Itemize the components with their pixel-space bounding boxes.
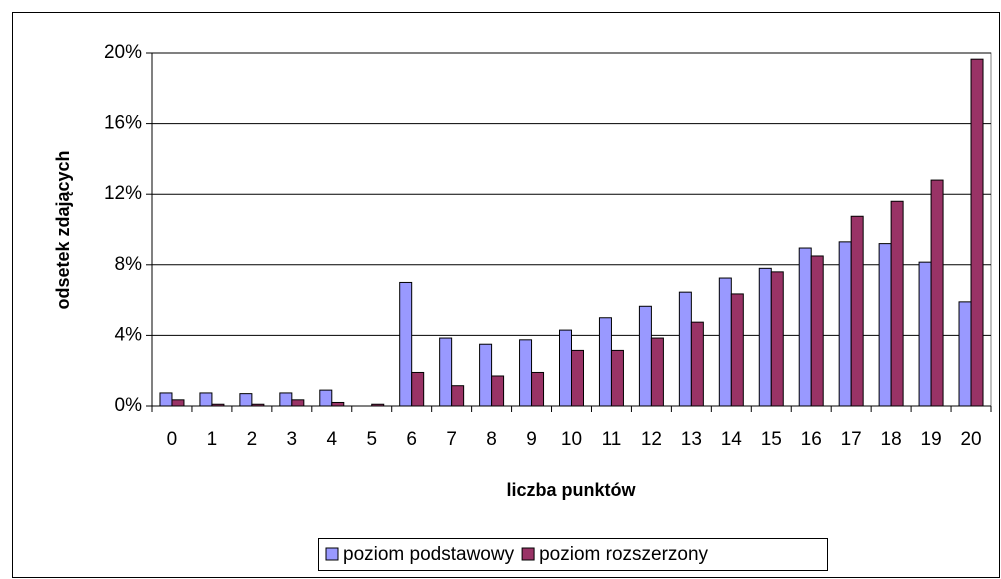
- x-tick-label: 1: [207, 429, 218, 450]
- y-tick-label: 8%: [115, 254, 143, 275]
- x-tick-label: 3: [287, 429, 298, 450]
- x-tick-label: 16: [801, 429, 822, 450]
- bar: [159, 392, 173, 407]
- bar: [171, 399, 185, 407]
- y-tick-label: 4%: [115, 324, 143, 345]
- legend-label: poziom podstawowy: [343, 544, 515, 565]
- bar: [291, 399, 305, 407]
- x-tick-label: 12: [641, 429, 662, 450]
- bar: [918, 261, 932, 407]
- bar: [970, 58, 984, 407]
- x-tick-label: 0: [167, 429, 178, 450]
- bar: [571, 349, 584, 407]
- bar: [491, 375, 505, 407]
- bar: [690, 321, 704, 407]
- bar: [479, 343, 493, 407]
- x-tick-label: 2: [247, 429, 258, 450]
- bar: [598, 317, 612, 407]
- bar: [610, 349, 624, 407]
- x-tick-label: 11: [602, 429, 622, 450]
- bar: [439, 337, 453, 407]
- bar: [531, 371, 545, 407]
- bar: [199, 392, 213, 407]
- y-tick-label: 0%: [115, 395, 143, 416]
- legend-swatch: [521, 547, 535, 561]
- x-tick-label: 20: [960, 429, 981, 450]
- bar: [890, 200, 904, 407]
- legend-swatch: [325, 547, 339, 561]
- bar: [331, 401, 345, 407]
- x-tick-label: 17: [841, 429, 862, 450]
- x-tick-label: 8: [486, 429, 497, 450]
- bar: [838, 241, 852, 407]
- bar: [930, 179, 944, 407]
- x-tick-label: 13: [681, 429, 702, 450]
- x-tick-label: 6: [406, 429, 417, 450]
- x-tick-label: 18: [881, 429, 902, 450]
- bar: [798, 247, 812, 407]
- bar: [650, 337, 664, 407]
- x-tick-label: 15: [761, 429, 782, 450]
- bar: [239, 393, 253, 407]
- bar: [399, 281, 413, 407]
- bar: [678, 291, 692, 407]
- bar: [878, 243, 892, 407]
- x-tick-label: 14: [721, 429, 743, 450]
- x-tick-label: 9: [526, 429, 537, 450]
- y-axis-title: odsetek zdających: [53, 150, 73, 309]
- x-tick-label: 19: [921, 429, 942, 450]
- legend-label: poziom rozszerzony: [539, 544, 708, 565]
- bar: [730, 293, 744, 407]
- x-axis-title: liczba punktów: [506, 480, 636, 500]
- bar: [770, 271, 784, 407]
- y-tick-label: 16%: [104, 113, 142, 134]
- bar: [451, 385, 465, 407]
- x-tick-label: 5: [366, 429, 377, 450]
- bar: [718, 277, 732, 407]
- bar: [319, 389, 333, 407]
- x-tick-label: 4: [326, 429, 337, 450]
- x-tick-label: 10: [561, 429, 582, 450]
- y-tick-label: 20%: [104, 42, 142, 63]
- bar: [850, 215, 864, 407]
- bar: [958, 301, 972, 407]
- bar: [519, 339, 533, 407]
- bar: [411, 371, 425, 407]
- bar: [638, 305, 652, 407]
- legend: [318, 538, 828, 571]
- bar: [810, 255, 824, 407]
- bar: [279, 392, 293, 407]
- y-tick-label: 12%: [104, 183, 142, 204]
- x-tick-label: 7: [446, 429, 457, 450]
- bar: [758, 267, 772, 407]
- bar: [559, 329, 572, 407]
